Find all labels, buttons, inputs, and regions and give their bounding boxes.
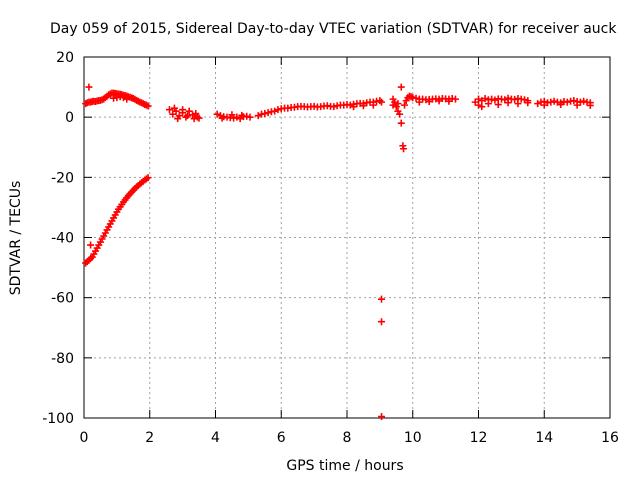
x-tick-label: 8 <box>343 430 352 446</box>
data-point <box>213 110 221 118</box>
data-point <box>185 107 193 115</box>
data-point <box>514 100 522 108</box>
data-point <box>188 111 196 119</box>
x-tick-label: 16 <box>601 430 619 446</box>
data-point <box>511 95 519 103</box>
data-point <box>165 106 173 114</box>
data-point <box>378 98 386 106</box>
data-point <box>346 101 354 109</box>
y-tick-label: -40 <box>51 231 74 247</box>
data-point <box>170 104 178 112</box>
x-tick-label: 10 <box>404 430 422 446</box>
data-point <box>397 119 405 127</box>
data-point <box>85 83 93 91</box>
x-tick-label: 12 <box>470 430 488 446</box>
chart-title: Day 059 of 2015, Sidereal Day-to-day VTE… <box>50 21 617 37</box>
data-point <box>563 98 571 106</box>
data-point <box>243 112 251 120</box>
data-point <box>475 95 482 103</box>
data-point <box>350 103 358 111</box>
x-tick-label: 4 <box>211 430 220 446</box>
data-point <box>394 100 402 108</box>
y-tick-label: -100 <box>42 411 74 427</box>
data-point <box>573 101 581 109</box>
x-tick-label: 2 <box>145 430 154 446</box>
data-point <box>254 112 262 120</box>
data-point <box>389 101 397 109</box>
data-point <box>218 114 226 122</box>
x-axis-label: GPS time / hours <box>286 458 403 474</box>
data-point <box>488 95 496 103</box>
data-point <box>330 103 338 111</box>
data-point <box>396 110 404 118</box>
y-tick-label: 0 <box>65 110 74 126</box>
data-point <box>415 98 423 106</box>
data-point <box>401 101 409 109</box>
data-point <box>113 94 121 102</box>
y-tick-label: 20 <box>56 50 74 66</box>
data-point <box>378 412 386 420</box>
data-point <box>478 103 486 111</box>
data-point <box>238 111 246 119</box>
data-point <box>547 98 555 106</box>
y-tick-label: -60 <box>51 291 74 307</box>
data-point <box>412 94 420 102</box>
data-point <box>174 115 182 123</box>
x-tick-label: 0 <box>80 430 89 446</box>
data-point <box>274 106 282 114</box>
data-point <box>192 110 200 118</box>
data-point <box>369 101 377 109</box>
data-point <box>534 100 542 108</box>
data-point <box>397 83 405 91</box>
data-point <box>184 112 192 120</box>
data-point <box>246 113 254 121</box>
data-point <box>586 101 594 109</box>
data-point <box>233 113 241 121</box>
data-point <box>494 101 502 109</box>
data-point <box>378 318 386 326</box>
y-tick-label: -20 <box>51 170 74 186</box>
data-point <box>144 174 152 182</box>
data-point <box>550 97 558 105</box>
x-axis: 0 2 4 6 8 10 12 14 16 <box>80 57 619 446</box>
data-point <box>195 114 203 122</box>
data-point <box>119 94 127 102</box>
x-tick-label: 14 <box>535 430 553 446</box>
data-point <box>451 95 459 103</box>
data-point <box>475 101 482 109</box>
data-point <box>87 241 95 249</box>
data-point <box>524 99 532 107</box>
data-point <box>445 97 453 105</box>
data-point <box>484 100 492 108</box>
data-point <box>580 97 588 105</box>
y-axis: -100 -80 -60 -40 -20 0 20 <box>42 50 610 427</box>
data-point <box>179 106 187 114</box>
data-point <box>378 295 386 303</box>
data-point <box>264 109 272 117</box>
data-point <box>359 102 367 110</box>
data-point <box>557 101 565 109</box>
data-point <box>570 97 578 105</box>
data-point <box>504 99 512 107</box>
gridlines <box>84 57 610 418</box>
data-point <box>123 95 131 103</box>
data-point <box>491 96 499 104</box>
x-tick-label: 6 <box>277 430 286 446</box>
data-point <box>228 111 236 119</box>
data-point <box>425 98 433 106</box>
data-point <box>144 102 152 110</box>
data-point <box>400 145 408 153</box>
data-point <box>116 93 124 101</box>
data-point <box>261 110 269 118</box>
data-point <box>435 97 443 105</box>
data-point <box>271 107 279 115</box>
y-axis-label: SDTVAR / TECUs <box>8 181 24 296</box>
data-point <box>540 101 548 109</box>
data-point <box>481 95 489 103</box>
data-points <box>82 83 594 420</box>
y-tick-label: -80 <box>51 351 74 367</box>
